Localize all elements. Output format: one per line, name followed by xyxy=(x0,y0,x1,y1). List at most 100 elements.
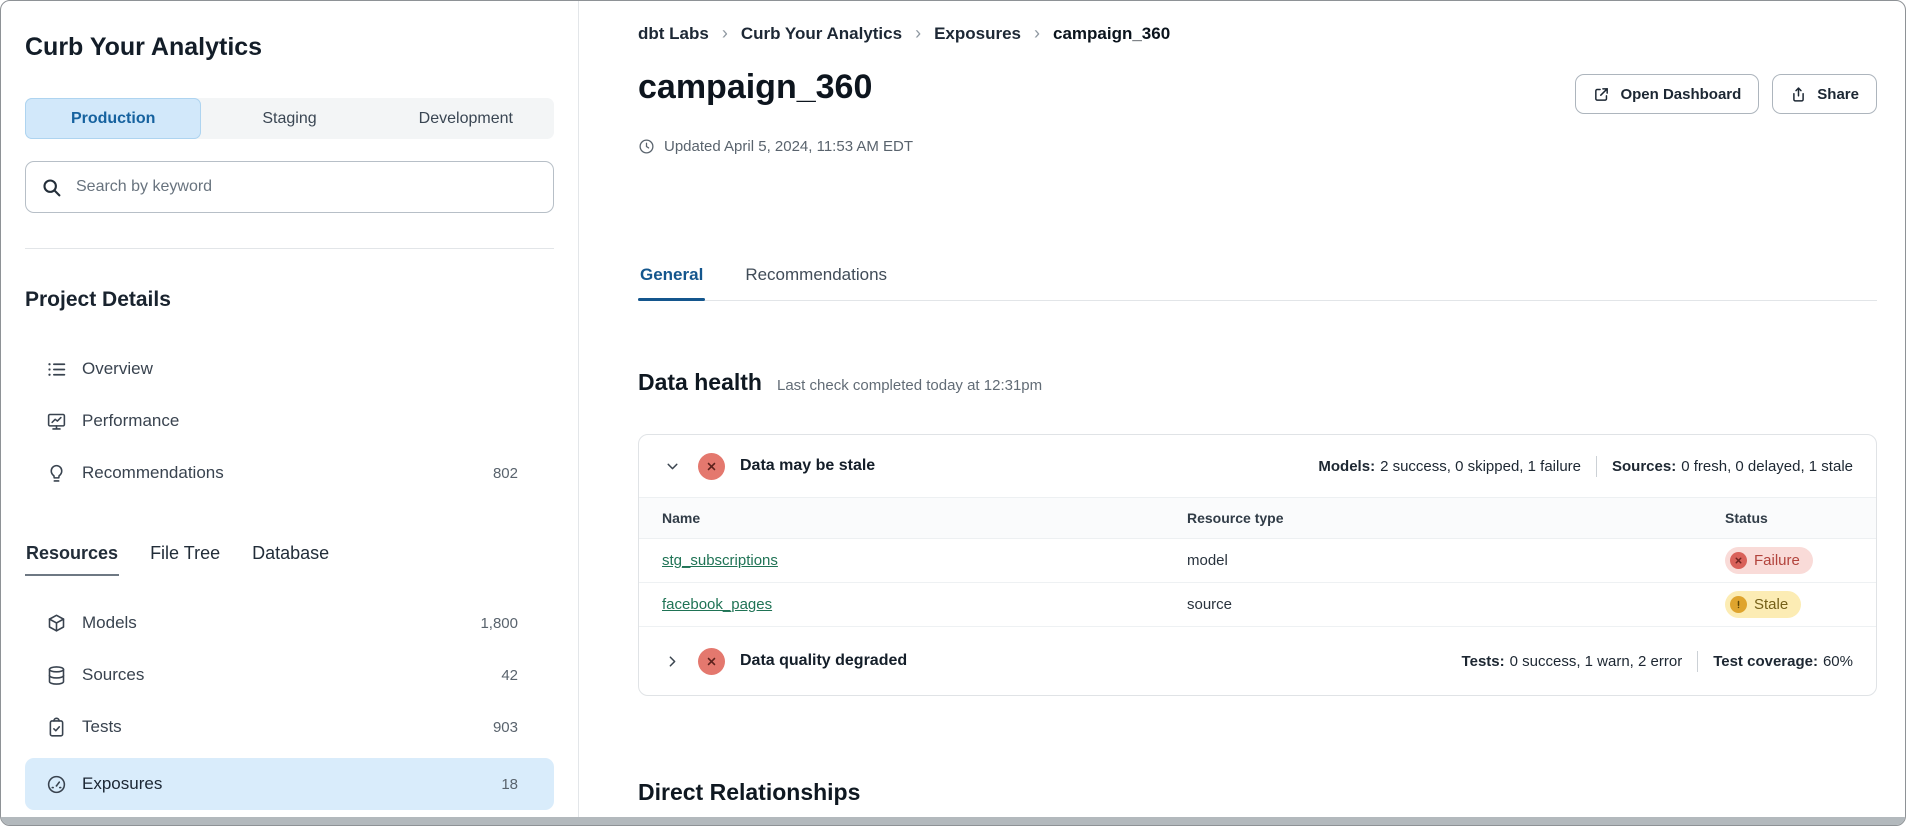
column-header-resource-type: Resource type xyxy=(1187,510,1284,526)
resource-type-cell: source xyxy=(1187,596,1233,613)
sidebar-item-sources[interactable]: Sources 42 xyxy=(25,654,554,696)
models-stat-label: Models: xyxy=(1318,457,1376,475)
exclamation-circle-icon xyxy=(1730,596,1747,613)
tab-recommendations[interactable]: Recommendations xyxy=(743,265,889,300)
env-tab-staging[interactable]: Staging xyxy=(201,98,377,139)
column-header-status: Status xyxy=(1725,510,1768,526)
data-health-card: Data may be stale Models: 2 success, 0 sk… xyxy=(638,434,1877,696)
tab-general[interactable]: General xyxy=(638,265,706,301)
data-health-heading: Data health xyxy=(638,369,762,395)
search-icon xyxy=(43,178,61,196)
stale-section-stats: Models: 2 success, 0 skipped, 1 failure S… xyxy=(1318,455,1853,477)
stale-section-title: Data may be stale xyxy=(740,457,876,474)
stats-divider xyxy=(1697,650,1699,672)
item-count: 1,800 xyxy=(480,614,518,632)
sources-stat-label: Sources: xyxy=(1612,457,1677,475)
project-details-list: Overview Performance Recommendations 802 xyxy=(25,348,554,494)
page-title: campaign_360 xyxy=(638,68,873,106)
sidebar-item-label: Overview xyxy=(82,359,153,378)
models-stat-value: 2 success, 0 skipped, 1 failure xyxy=(1380,457,1582,475)
sidebar-item-overview[interactable]: Overview xyxy=(25,348,554,390)
sidebar-item-recommendations[interactable]: Recommendations 802 xyxy=(25,452,554,494)
sidebar-item-label: Exposures xyxy=(82,774,163,793)
sidebar-item-exposures[interactable]: Exposures 18 xyxy=(25,758,554,810)
table-row: facebook_pages source Stale xyxy=(639,583,1876,627)
bulleted-list-icon xyxy=(48,362,66,376)
breadcrumb-item-current: campaign_360 xyxy=(1053,23,1171,43)
open-dashboard-label: Open Dashboard xyxy=(1620,85,1742,103)
tab-resources[interactable]: Resources xyxy=(25,543,120,576)
breadcrumb-separator: › xyxy=(721,23,728,43)
cube-icon xyxy=(48,613,65,632)
chevron-down-icon[interactable] xyxy=(662,456,683,477)
tab-database[interactable]: Database xyxy=(251,543,330,576)
search-box xyxy=(25,161,554,213)
clock-icon xyxy=(639,139,654,154)
search-input[interactable] xyxy=(74,177,538,197)
sidebar-item-label: Tests xyxy=(82,717,122,736)
window-bottom-edge xyxy=(1,817,1905,825)
gauge-icon xyxy=(47,775,66,793)
status-badge-label: Stale xyxy=(1754,596,1789,613)
header-actions: Open Dashboard Share xyxy=(1575,74,1877,114)
tab-file-tree[interactable]: File Tree xyxy=(149,543,221,576)
project-title: Curb Your Analytics xyxy=(25,33,263,61)
item-count: 42 xyxy=(501,666,518,684)
share-label: Share xyxy=(1817,85,1859,103)
open-dashboard-button[interactable]: Open Dashboard xyxy=(1575,74,1760,114)
sidebar-item-tests[interactable]: Tests 903 xyxy=(25,706,554,748)
sidebar-divider xyxy=(25,248,554,249)
updated-timestamp: Updated April 5, 2024, 11:53 AM EDT xyxy=(638,138,1877,155)
resource-link-facebook-pages[interactable]: facebook_pages xyxy=(662,596,773,613)
tests-stat-label: Tests: xyxy=(1461,652,1505,670)
chevron-right-icon[interactable] xyxy=(662,651,683,672)
tests-stat-value: 0 success, 1 warn, 2 error xyxy=(1509,652,1683,670)
data-health-header: Data health Last check completed today a… xyxy=(638,369,1877,396)
status-badge-label: Failure xyxy=(1754,552,1800,569)
breadcrumb-separator: › xyxy=(1034,23,1040,43)
sidebar-item-performance[interactable]: Performance xyxy=(25,400,554,442)
sidebar-item-label: Recommendations xyxy=(82,463,224,482)
breadcrumb-item-account[interactable]: dbt Labs xyxy=(638,23,709,43)
sidebar: Curb Your Analytics Production Staging D… xyxy=(1,1,579,817)
item-count: 802 xyxy=(492,464,518,482)
item-count: 903 xyxy=(492,718,518,736)
item-count: 18 xyxy=(501,775,518,793)
status-badge-failure: Failure xyxy=(1725,547,1813,574)
share-button[interactable]: Share xyxy=(1772,74,1877,114)
status-badge-stale: Stale xyxy=(1725,591,1802,618)
quality-section-stats: Tests: 0 success, 1 warn, 2 error Test co… xyxy=(1461,650,1853,672)
stale-section-header[interactable]: Data may be stale Models: 2 success, 0 sk… xyxy=(639,435,1876,497)
detail-tabs: General Recommendations xyxy=(638,265,1877,301)
column-header-name: Name xyxy=(662,510,701,526)
sidebar-item-models[interactable]: Models 1,800 xyxy=(25,602,554,644)
coverage-stat-value: 60% xyxy=(1822,652,1853,670)
database-icon xyxy=(48,665,65,685)
clipboard-check-icon xyxy=(49,717,64,737)
breadcrumb-item-exposures[interactable]: Exposures xyxy=(934,23,1021,43)
breadcrumb-item-project[interactable]: Curb Your Analytics xyxy=(740,23,903,43)
main-content: dbt Labs › Curb Your Analytics › Exposur… xyxy=(579,1,1905,817)
quality-section-title: Data quality degraded xyxy=(740,652,908,669)
direct-relationships-heading: Direct Relationships xyxy=(638,779,861,805)
share-icon xyxy=(1793,86,1805,102)
stats-divider xyxy=(1596,455,1598,477)
coverage-stat-label: Test coverage: xyxy=(1713,652,1818,670)
env-tab-production[interactable]: Production xyxy=(25,98,202,139)
resource-type-cell: model xyxy=(1187,552,1228,569)
environment-tabs: Production Staging Development xyxy=(25,98,554,139)
env-tab-development[interactable]: Development xyxy=(378,98,554,139)
resource-link-stg-subscriptions[interactable]: stg_subscriptions xyxy=(662,552,778,569)
updated-text: Updated April 5, 2024, 11:53 AM EDT xyxy=(664,138,914,155)
resources-list: Models 1,800 Sources 42 Tests 903 Exposu… xyxy=(25,602,554,810)
table-row: stg_subscriptions model Failure xyxy=(639,539,1876,583)
error-status-icon xyxy=(698,647,725,675)
x-circle-icon xyxy=(1730,552,1747,569)
last-check-text: Last check completed today at 12:31pm xyxy=(776,377,1043,394)
sidebar-item-label: Models xyxy=(82,613,137,632)
sidebar-item-label: Sources xyxy=(82,665,145,684)
external-link-icon xyxy=(1595,87,1609,101)
quality-section-header[interactable]: Data quality degraded Tests: 0 success, 1… xyxy=(639,627,1876,695)
